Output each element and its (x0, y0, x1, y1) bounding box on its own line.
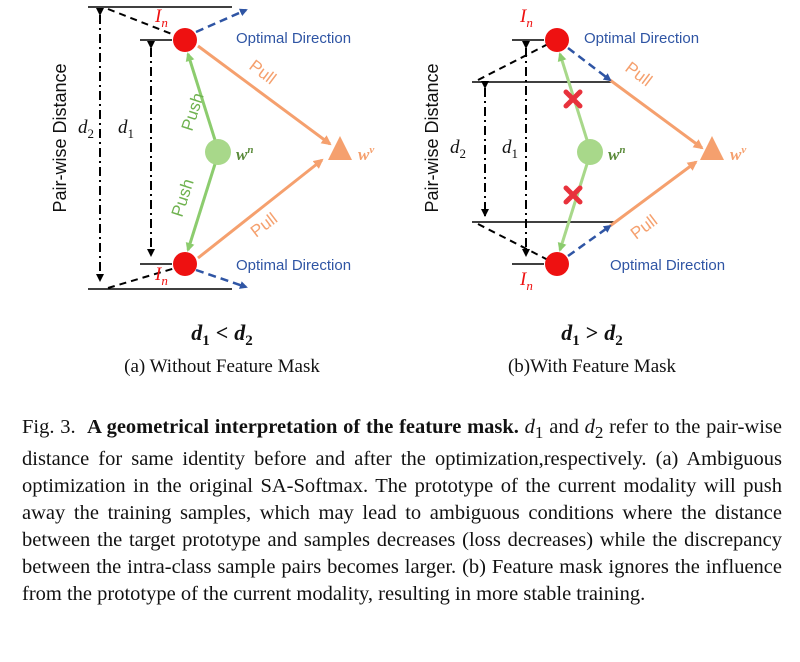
push-arrow-bottom (185, 163, 217, 252)
figure-title: A geometrical interpretation of the feat… (87, 416, 519, 438)
mask-cross-icon-bottom (563, 185, 583, 205)
optimal-direction-top-label: Optimal Direction (584, 30, 699, 47)
d1-label: d1 (118, 117, 134, 141)
prototype-target-label: wv (730, 144, 746, 164)
prototype-current-dot (205, 139, 231, 165)
prototype-current-dot (577, 139, 603, 165)
caption-body: refer to the pair-wise distance for same… (22, 416, 782, 606)
dashed-link-top (107, 8, 183, 39)
sample-top-dot (545, 28, 569, 52)
d2-label: d2 (450, 137, 466, 161)
prototype-current-label: wn (236, 144, 253, 164)
mask-cross-icon-top (563, 89, 583, 109)
pull-arrow-top (609, 78, 704, 150)
prototype-target-triangle (328, 136, 352, 160)
pull-arrow-top (197, 44, 332, 146)
d1-label: d1 (502, 137, 518, 161)
prototype-current-label: wn (608, 144, 625, 164)
subcaption: (a) Without Feature Mask (124, 356, 320, 377)
masked-push-bottom (557, 163, 589, 252)
caption-d2-sub: 2 (594, 423, 604, 443)
optimal-arrow-top (195, 8, 248, 34)
relation-formula: d1 < d2 (191, 320, 253, 349)
pull-top-label: Pull (622, 58, 656, 90)
pull-arrow-bottom (197, 158, 324, 260)
dashed-link-top (477, 41, 553, 81)
optimal-direction-bottom-label: Optimal Direction (236, 257, 351, 274)
caption-d2: d (584, 416, 595, 438)
relation-formula: d1 > d2 (561, 320, 623, 349)
prototype-target-label: wv (358, 144, 374, 164)
figure: In In Optimal Direction Optimal Directio… (50, 6, 746, 377)
axis-label: Pair-wise Distance (50, 63, 70, 212)
optimal-arrow-top (567, 47, 612, 82)
figure-number: Fig. 3. (22, 416, 76, 438)
panel-b: In In Optimal Direction Optimal Directio… (422, 6, 746, 377)
push-arrow-top (185, 52, 217, 141)
subcaption: (b)With Feature Mask (508, 356, 677, 377)
dashed-link-bottom (477, 223, 553, 263)
optimal-arrow-bottom (195, 268, 248, 289)
caption-d1-sub: 1 (534, 423, 544, 443)
sample-bottom-dot (173, 252, 197, 276)
sample-bottom-dot (545, 252, 569, 276)
push-top-label: Push (178, 91, 208, 134)
d2-label: d2 (78, 117, 94, 141)
dashed-link-bottom (107, 265, 183, 289)
pull-arrow-bottom (609, 160, 698, 228)
caption-d1: d (524, 416, 535, 438)
axis-label: Pair-wise Distance (422, 63, 442, 212)
pull-bottom-label: Pull (627, 211, 661, 243)
push-bottom-label: Push (168, 177, 198, 220)
optimal-arrow-bottom (567, 224, 612, 258)
sample-top-label: In (154, 6, 168, 30)
optimal-direction-top-label: Optimal Direction (236, 30, 351, 47)
sample-top-label: In (519, 6, 533, 30)
panel-a: In In Optimal Direction Optimal Directio… (50, 6, 374, 377)
caption-and: and (549, 416, 579, 438)
sample-top-dot (173, 28, 197, 52)
sample-bottom-label: In (154, 264, 168, 288)
prototype-target-triangle (700, 136, 724, 160)
figure-caption: Fig. 3. A geometrical interpretation of … (22, 414, 782, 608)
optimal-direction-bottom-label: Optimal Direction (610, 257, 725, 274)
sample-bottom-label: In (519, 269, 533, 293)
